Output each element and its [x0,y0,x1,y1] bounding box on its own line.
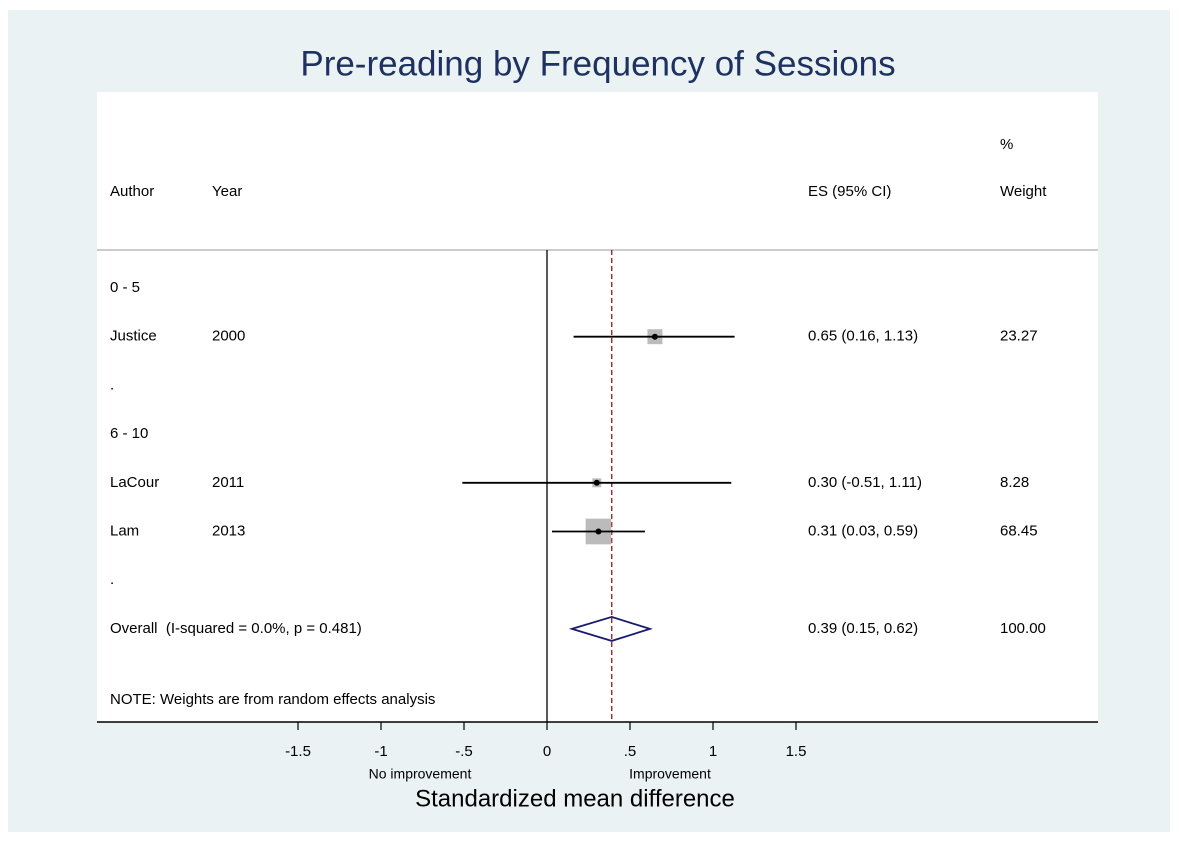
es-ci-label: 0.39 (0.15, 0.62) [808,620,918,637]
note: NOTE: Weights are from random effects an… [110,691,435,708]
chart-title: Pre-reading by Frequency of Sessions [300,44,895,83]
weight-label: 68.45 [1000,522,1038,539]
column-header: % [1000,136,1013,153]
row-label: 0 - 5 [110,279,140,296]
x-side-label: No improvement [369,766,472,782]
x-side-label: Improvement [629,766,711,782]
row-year: 2000 [212,328,245,345]
row-label: LaCour [110,474,159,491]
es-point [651,333,658,340]
row-year: 2013 [212,522,245,539]
x-tick-label: .5 [624,743,637,760]
x-tick-label: 1.5 [786,743,807,760]
es-ci-label: 0.65 (0.16, 1.13) [808,328,918,345]
row-label: . [110,376,114,393]
column-header: ES (95% CI) [808,183,891,200]
es-point [593,479,600,486]
es-point [595,528,602,535]
weight-label: 8.28 [1000,474,1029,491]
x-tick-label: 1 [709,743,717,760]
es-ci-label: 0.31 (0.03, 0.59) [808,522,918,539]
column-header: Year [212,183,242,200]
row-label: Justice [110,328,157,345]
x-tick-label: -1 [374,743,387,760]
x-tick-label: -1.5 [285,743,311,760]
row-label: Overall (I-squared = 0.0%, p = 0.481) [110,620,362,637]
x-tick-label: -.5 [455,743,473,760]
row-label: 6 - 10 [110,425,148,442]
overall-diamond [568,615,653,642]
weight-label: 23.27 [1000,328,1038,345]
row-label: Lam [110,522,139,539]
column-header: Weight [1000,183,1047,200]
column-header: Author [110,183,154,200]
weight-label: 100.00 [1000,620,1046,637]
x-axis-title: Standardized mean difference [415,785,735,812]
row-label: . [110,571,114,588]
plot-region [97,92,1098,722]
row-year: 2011 [212,474,244,491]
es-ci-label: 0.30 (-0.51, 1.11) [808,474,922,491]
x-tick-label: 0 [543,743,551,760]
